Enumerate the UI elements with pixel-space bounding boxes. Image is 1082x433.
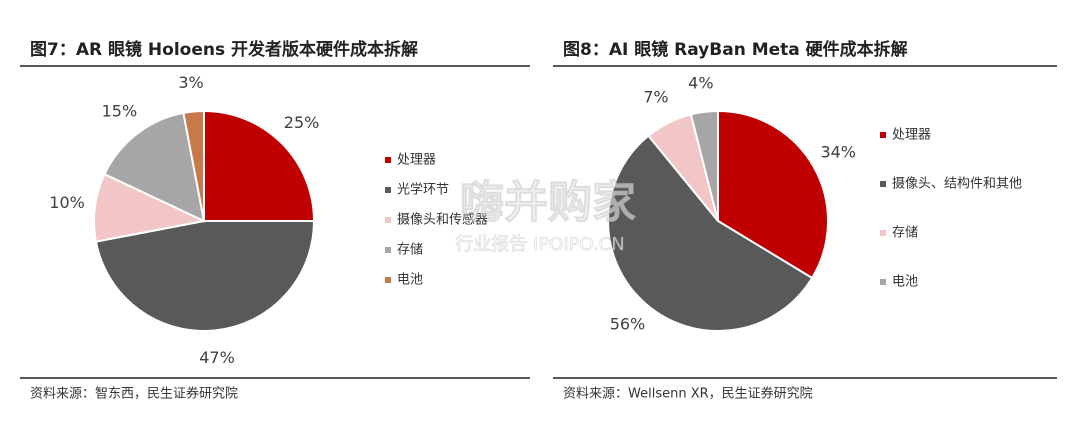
legend-label: 摄像头、结构件和其他: [892, 177, 1022, 192]
chart-title: 图7：AR 眼镜 Holoens 开发者版本硬件成本拆解: [30, 39, 418, 60]
pie-chart: 图8：AI 眼镜 RayBan Meta 硬件成本拆解资料来源：Wellsenn…: [553, 39, 1057, 402]
legend-label: 存储: [892, 226, 918, 241]
data-label: 34%: [820, 143, 856, 162]
data-label: 47%: [199, 348, 235, 367]
legend-label: 处理器: [397, 153, 436, 168]
legend-swatch: [385, 187, 391, 193]
pie-slice: [689, 109, 719, 222]
pie-slice: [182, 109, 205, 222]
data-label: 56%: [610, 315, 646, 334]
source-note: 资料来源：Wellsenn XR，民生证券研究院: [563, 386, 813, 402]
legend-swatch: [880, 230, 886, 236]
legend-swatch: [385, 277, 391, 283]
data-label: 25%: [284, 113, 320, 132]
pie-slice: [607, 134, 814, 332]
watermark-title: 嗨并购家: [460, 177, 636, 228]
chart-title: 图8：AI 眼镜 RayBan Meta 硬件成本拆解: [563, 39, 908, 60]
pie-slice: [103, 111, 206, 223]
legend-label: 处理器: [892, 128, 931, 143]
pie-slice: [203, 109, 316, 222]
watermark-subtitle: 行业报告 IPOIPO.CN: [455, 234, 624, 255]
source-note: 资料来源：智东西，民生证券研究院: [30, 386, 238, 402]
legend-swatch: [880, 181, 886, 187]
legend-label: 存储: [397, 243, 423, 258]
data-label: 4%: [688, 74, 713, 93]
legend-swatch: [385, 247, 391, 253]
legend-swatch: [385, 217, 391, 223]
data-label: 3%: [178, 73, 203, 92]
data-label: 7%: [643, 87, 668, 106]
legend-label: 摄像头和传感器: [397, 212, 488, 228]
pie-chart: 图7：AR 眼镜 Holoens 开发者版本硬件成本拆解资料来源：智东西，民生证…: [20, 39, 530, 402]
pie-slice: [717, 109, 829, 280]
legend-swatch: [880, 279, 886, 285]
legend-swatch: [880, 132, 886, 138]
legend-label: 电池: [397, 273, 423, 288]
legend-swatch: [385, 157, 391, 163]
data-label: 10%: [49, 193, 85, 212]
legend-label: 电池: [892, 275, 918, 290]
pie-slice: [94, 220, 316, 332]
data-label: 15%: [102, 101, 138, 120]
legend-label: 光学环节: [397, 182, 449, 198]
